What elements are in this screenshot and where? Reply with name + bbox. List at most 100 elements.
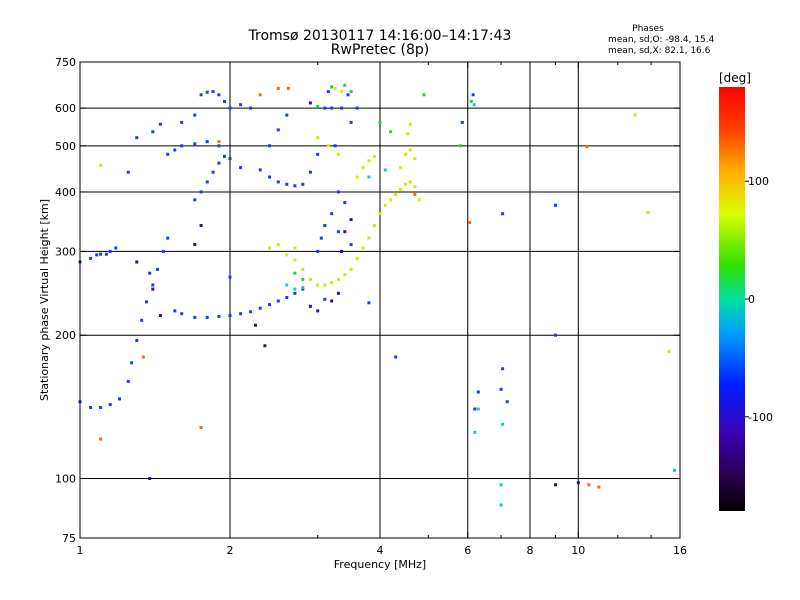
data-point: [458, 144, 462, 148]
data-point: [383, 203, 387, 207]
data-point: [239, 312, 243, 316]
data-point: [239, 166, 243, 170]
data-point: [501, 422, 505, 426]
x-tick-label: 16: [673, 544, 687, 557]
y-tick-label: 750: [55, 56, 76, 69]
data-point: [301, 182, 305, 186]
data-point: [330, 212, 334, 216]
data-point: [301, 267, 305, 271]
data-point: [293, 287, 297, 291]
colorbar-title: [deg]: [719, 71, 751, 85]
data-point: [633, 113, 637, 117]
data-point: [499, 483, 503, 487]
data-point: [99, 437, 103, 441]
data-point: [336, 291, 340, 295]
data-point: [285, 253, 289, 257]
data-point: [108, 403, 112, 407]
data-point: [99, 406, 103, 409]
data-point: [285, 182, 289, 186]
x-tick-label: 4: [377, 544, 384, 557]
data-point: [249, 106, 253, 110]
phase-info-heading: Phases: [632, 24, 664, 34]
data-point: [211, 170, 215, 174]
data-point: [408, 180, 412, 184]
data-point: [301, 277, 305, 281]
data-point: [646, 211, 650, 215]
data-point: [301, 287, 305, 291]
data-point: [193, 198, 197, 202]
data-point: [469, 99, 473, 103]
x-tick-label: 8: [527, 544, 534, 557]
data-point: [476, 390, 480, 394]
colorbar: [719, 87, 745, 511]
x-tick-label: 1: [77, 544, 84, 557]
data-point: [399, 166, 403, 170]
data-point: [151, 287, 155, 291]
data-point: [349, 90, 353, 94]
data-point: [217, 93, 221, 97]
data-point: [173, 309, 177, 313]
data-point: [597, 485, 601, 489]
data-point: [217, 144, 221, 148]
data-point: [205, 180, 209, 184]
data-point: [301, 286, 305, 289]
data-point: [323, 283, 327, 287]
data-point: [308, 304, 312, 308]
data-point: [554, 203, 557, 207]
chart-title: Tromsø 20130117 14:16:00–14:17:43: [248, 28, 512, 44]
data-point: [336, 277, 340, 281]
chart-subtitle: RwPretec (8p): [331, 42, 429, 58]
data-point: [349, 267, 353, 271]
data-point: [367, 301, 371, 305]
data-point: [180, 144, 184, 148]
data-point: [148, 477, 152, 480]
data-point: [383, 168, 387, 172]
colorbar-tick-label: -100: [748, 411, 773, 424]
data-point: [378, 120, 382, 124]
data-point: [223, 154, 226, 158]
data-point: [199, 426, 203, 429]
axis-ticks: 1 2 4 6 8 10 16 75 100 200 300 400 500 600 750: [55, 56, 687, 557]
data-point: [135, 136, 139, 140]
data-point: [258, 306, 262, 310]
grid-lines: [80, 62, 680, 538]
data-point: [323, 297, 327, 301]
data-point: [355, 175, 359, 179]
phase-info-o-mode: mean, sd,O: -98.4, 15.4: [608, 35, 715, 45]
data-point: [166, 152, 170, 156]
data-point: [476, 407, 480, 411]
data-point: [413, 157, 417, 161]
data-point: [276, 299, 280, 303]
data-point: [308, 101, 312, 105]
data-point: [330, 281, 334, 285]
data-point: [276, 86, 280, 90]
data-point: [585, 145, 589, 149]
data-point: [293, 271, 297, 275]
data-point: [343, 273, 347, 277]
data-point: [333, 86, 337, 90]
data-point: [408, 148, 412, 152]
data-point: [554, 333, 557, 337]
data-point: [193, 315, 197, 319]
data-point: [499, 503, 503, 507]
data-point: [587, 483, 591, 487]
data-point: [151, 130, 155, 134]
data-point: [413, 185, 417, 189]
data-point: [158, 314, 162, 317]
data-point: [389, 130, 393, 134]
data-point: [330, 106, 334, 110]
data-point: [340, 90, 344, 94]
phase-info-x-mode: mean, sd,X: 82.1, 16.6: [608, 46, 711, 56]
data-point: [161, 249, 165, 253]
data-point: [349, 218, 353, 222]
data-point: [399, 187, 403, 191]
data-point: [316, 283, 320, 287]
data-point: [228, 157, 232, 161]
data-point: [263, 344, 267, 348]
x-tick-label: 10: [571, 544, 585, 557]
data-point: [286, 86, 290, 90]
data-point: [336, 230, 340, 234]
data-point: [343, 83, 347, 87]
data-point: [336, 152, 340, 156]
data-point: [349, 120, 353, 124]
